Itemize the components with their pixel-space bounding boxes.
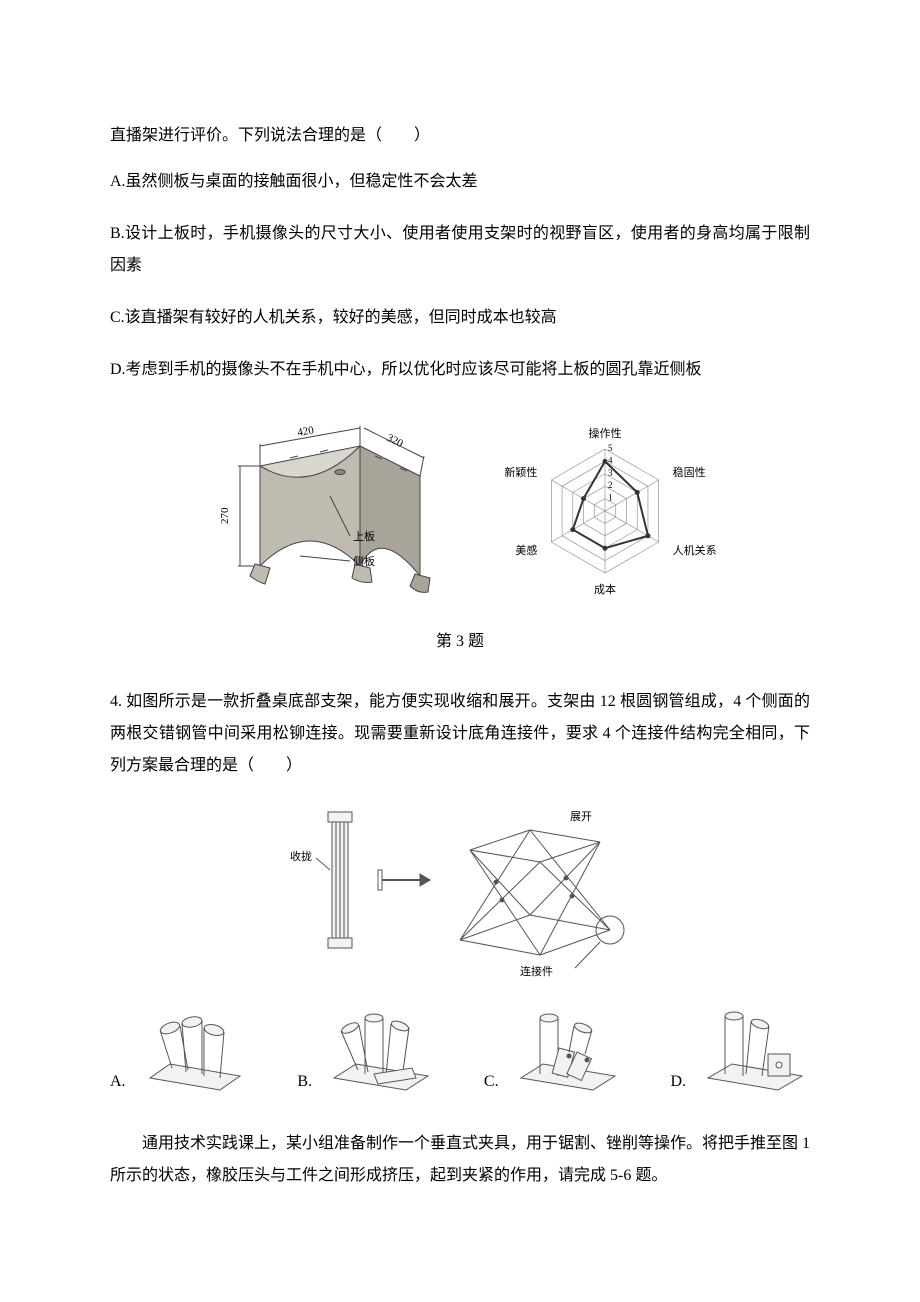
- q4-option-c-label: C.: [484, 1066, 499, 1098]
- q56-text: 通用技术实践课上，某小组准备制作一个垂直式夹具，用于锯割、锉削等操作。将把手推至…: [110, 1128, 810, 1192]
- q4-text: 4. 如图所示是一款折叠桌底部支架，能方便实现收缩和展开。支架由 12 根圆钢管…: [110, 686, 810, 782]
- q3-stand-figure: 420 320 270 上板 侧板: [200, 406, 450, 616]
- q4-option-d-label: D.: [670, 1066, 686, 1098]
- svg-text:成本: 成本: [594, 582, 616, 596]
- dim-270: 270: [219, 507, 231, 524]
- svg-text:1: 1: [608, 493, 613, 503]
- q3-radar-chart: 操作性稳固性人机关系成本美感新颖性12345: [490, 411, 720, 611]
- q4-option-d-figure: [690, 998, 810, 1098]
- q4-option-a-figure: [130, 998, 250, 1098]
- q3-option-b: B.设计上板时，手机摄像头的尺寸大小、使用者使用支架时的视野盲区，使用者的身高均…: [110, 218, 810, 282]
- label-expand: 展开: [570, 810, 592, 823]
- q4-option-b-label: B.: [297, 1066, 312, 1098]
- q3-option-d: D.考虑到手机的摄像头不在手机中心，所以优化时应该尽可能将上板的圆孔靠近侧板: [110, 354, 810, 386]
- page: 直播架进行评价。下列说法合理的是（ ） A.虽然侧板与桌面的接触面很小，但稳定性…: [0, 0, 920, 1302]
- q4-option-a-label: A.: [110, 1066, 126, 1098]
- q3-intro: 直播架进行评价。下列说法合理的是（ ）: [110, 120, 810, 152]
- q4-option-b: B.: [297, 998, 436, 1098]
- svg-text:新颖性: 新颖性: [504, 465, 537, 479]
- svg-text:人机关系: 人机关系: [673, 543, 717, 557]
- svg-text:美感: 美感: [515, 544, 537, 557]
- label-collapse: 收拢: [290, 849, 312, 863]
- q3-caption: 第 3 题: [110, 626, 810, 658]
- q4-options-row: A. B.: [110, 998, 810, 1098]
- q4-option-c: C.: [484, 998, 623, 1098]
- label-connector: 连接件: [520, 965, 553, 978]
- label-side-board: 侧板: [353, 554, 375, 568]
- q3-figure-row: 420 320 270 上板 侧板 操作性稳固性人机关系成本美感新颖性12345: [110, 406, 810, 616]
- q4-main-figure: 收拢 展开: [110, 800, 810, 980]
- label-top-board: 上板: [353, 529, 375, 543]
- q4-option-b-figure: [316, 998, 436, 1098]
- svg-text:5: 5: [608, 443, 613, 453]
- q3-option-c: C.该直播架有较好的人机关系，较好的美感，但同时成本也较高: [110, 302, 810, 334]
- q4-option-a: A.: [110, 998, 250, 1098]
- svg-text:2: 2: [608, 480, 613, 490]
- q3-option-a: A.虽然侧板与桌面的接触面很小，但稳定性不会太差: [110, 166, 810, 198]
- svg-text:稳固性: 稳固性: [673, 465, 706, 479]
- q4-option-d: D.: [670, 998, 810, 1098]
- svg-text:操作性: 操作性: [589, 426, 622, 440]
- q4-option-c-figure: [503, 998, 623, 1098]
